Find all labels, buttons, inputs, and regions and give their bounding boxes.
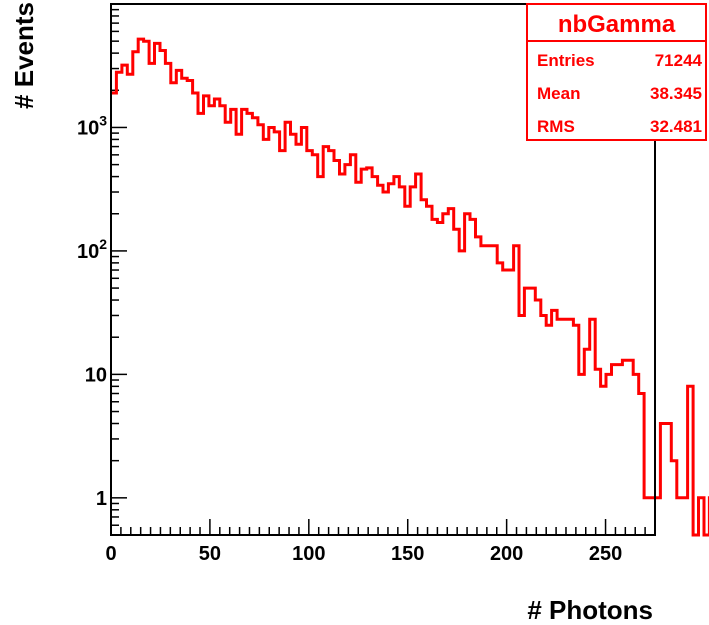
stats-row-value: 71244 <box>655 51 703 70</box>
x-tick-label: 250 <box>589 543 622 565</box>
stats-row-label: Mean <box>537 84 580 103</box>
y-tick-labels: 1 10 102 103 <box>77 112 107 509</box>
x-tick-label: 50 <box>199 543 221 565</box>
plot-frame <box>110 3 656 536</box>
x-tick-label: 100 <box>292 543 325 565</box>
series-layer <box>111 37 709 537</box>
stats-row-value: 32.481 <box>650 117 702 136</box>
stats-box-title: nbGamma <box>558 11 676 38</box>
y-tick-label: 103 <box>77 112 107 139</box>
stats-box-frame <box>526 3 707 141</box>
stats-row-label: RMS <box>537 117 575 136</box>
x-tick-label: 200 <box>490 543 523 565</box>
x-tick-labels: 0 50 100 150 200 250 <box>105 543 622 565</box>
y-tick-label: 1 <box>96 488 107 510</box>
x-tick-label: 150 <box>391 543 424 565</box>
x-axis-label: # Photons <box>527 595 653 625</box>
axis-ticks <box>110 8 656 536</box>
stats-box: nbGamma Entries 71244 Mean 38.345 RMS 32.481 <box>526 3 707 141</box>
x-tick-label: 0 <box>105 543 116 565</box>
histogram-series-nbgamma <box>111 37 709 537</box>
y-tick-label: 10 <box>85 364 107 386</box>
y-tick-label: 102 <box>77 236 107 263</box>
stats-row-label: Entries <box>537 51 595 70</box>
stats-row-value: 38.345 <box>650 84 702 103</box>
y-axis-label: # Events <box>9 2 39 109</box>
